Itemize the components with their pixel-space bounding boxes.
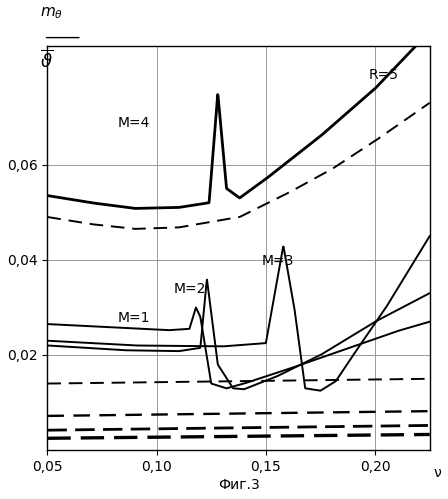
X-axis label: Фиг.3: Фиг.3 xyxy=(218,478,259,492)
Text: $\overline{\vartheta}$: $\overline{\vartheta}$ xyxy=(40,50,53,71)
Text: M=3: M=3 xyxy=(262,253,294,267)
Text: ν: ν xyxy=(434,467,441,481)
Text: $m_{\theta}$: $m_{\theta}$ xyxy=(40,5,63,21)
Text: M=1: M=1 xyxy=(117,311,150,325)
Text: M=4: M=4 xyxy=(117,116,150,130)
Text: R=5: R=5 xyxy=(369,68,399,82)
Text: M=2: M=2 xyxy=(174,282,207,296)
